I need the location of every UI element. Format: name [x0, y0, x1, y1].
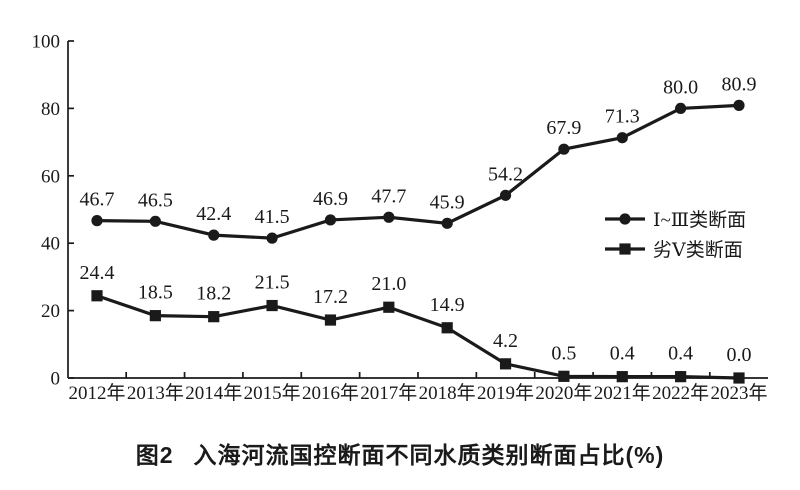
- data-point-circle: [675, 102, 687, 114]
- data-point-circle: [208, 229, 220, 241]
- data-label: 21.0: [371, 273, 406, 295]
- data-label: 18.5: [138, 282, 173, 304]
- data-point-square: [499, 358, 512, 370]
- data-label: 42.4: [196, 203, 231, 225]
- data-label: 46.5: [138, 189, 173, 211]
- x-tick-label: 2016年: [302, 382, 359, 404]
- data-label: 71.3: [605, 106, 640, 128]
- data-label: 21.5: [255, 272, 290, 294]
- x-tick-label: 2023年: [710, 382, 767, 404]
- data-point-circle: [558, 143, 570, 155]
- data-point-circle: [91, 215, 103, 227]
- data-point-circle: [616, 132, 628, 144]
- data-label: 0.4: [610, 343, 635, 365]
- chart-caption: 图2 入海河流国控断面不同水质类别断面占比(%): [0, 436, 800, 470]
- data-label: 0.5: [551, 342, 576, 364]
- legend-marker-square: [619, 243, 631, 255]
- x-tick-label: 2018年: [419, 382, 476, 404]
- data-point-square: [208, 311, 220, 323]
- data-point-circle: [499, 189, 512, 201]
- x-tick-label: 2013年: [127, 382, 184, 404]
- data-point-square: [675, 371, 687, 383]
- data-label: 0.0: [727, 344, 752, 366]
- data-label: 18.2: [196, 283, 231, 305]
- y-tick-label: 20: [41, 301, 60, 322]
- data-label: 80.0: [663, 76, 698, 98]
- legend-label: 劣Ⅴ类断面: [653, 239, 743, 261]
- data-label: 17.2: [313, 286, 348, 308]
- data-label: 4.2: [493, 330, 518, 352]
- y-tick-label: 0: [51, 369, 61, 390]
- data-label: 24.4: [80, 262, 115, 284]
- data-point-square: [324, 314, 337, 326]
- legend-label: Ⅰ~Ⅲ类断面: [653, 209, 746, 231]
- series-class1to3: 46.7 46.5 42.4 41.5 46.9 47.7 45.9 54.2 67.9 71.3…: [80, 73, 757, 244]
- data-label: 46.7: [80, 189, 115, 211]
- caption-label: 图2: [135, 442, 174, 468]
- data-point-circle: [441, 217, 453, 229]
- x-tick-label: 2021年: [594, 382, 651, 404]
- legend-marker-circle: [619, 213, 631, 225]
- y-tick-label: 60: [41, 166, 60, 187]
- legend-item: Ⅰ~Ⅲ类断面: [605, 209, 746, 231]
- data-point-square: [733, 372, 745, 384]
- data-label: 45.9: [430, 191, 465, 213]
- data-point-square: [91, 290, 103, 302]
- y-tick-label: 40: [41, 234, 60, 255]
- data-label: 47.7: [371, 185, 406, 207]
- data-point-square: [383, 301, 395, 313]
- x-tick-label: 2014年: [185, 382, 242, 404]
- data-point-square: [558, 370, 570, 382]
- data-point-circle: [149, 215, 161, 227]
- x-tick-label: 2020年: [535, 382, 592, 404]
- x-tick-label: 2015年: [244, 382, 301, 404]
- x-tick-label: 2022年: [652, 382, 709, 404]
- x-tick-label: 2012年: [68, 382, 125, 404]
- series-inferior-class5: 24.4 18.5 18.2 21.5 17.2 21.0 14.9 4.2 0.5 0.4 0.4…: [80, 262, 752, 384]
- data-point-circle: [383, 211, 395, 223]
- data-label: 0.4: [668, 343, 693, 365]
- data-label: 14.9: [430, 294, 465, 316]
- data-point-square: [149, 310, 161, 322]
- data-label: 67.9: [546, 117, 581, 139]
- data-point-circle: [266, 232, 278, 244]
- data-point-square: [441, 322, 453, 334]
- series-line: [96, 294, 740, 380]
- caption-text: 入海河流国控断面不同水质类别断面占比(%): [193, 442, 665, 468]
- x-tick-label: 2017年: [360, 382, 417, 404]
- x-tick-label: 2019年: [477, 382, 534, 404]
- data-label: 46.9: [313, 188, 348, 210]
- y-tick-label: 100: [32, 32, 61, 53]
- data-label: 41.5: [255, 206, 290, 228]
- data-label: 80.9: [722, 73, 757, 95]
- y-tick-label: 80: [41, 99, 60, 120]
- data-point-circle: [324, 214, 337, 226]
- data-point-square: [266, 299, 278, 312]
- legend-item: 劣Ⅴ类断面: [605, 239, 743, 261]
- series-line: [96, 103, 740, 240]
- data-point-circle: [733, 99, 745, 111]
- data-point-square: [616, 371, 628, 383]
- data-label: 54.2: [488, 163, 523, 185]
